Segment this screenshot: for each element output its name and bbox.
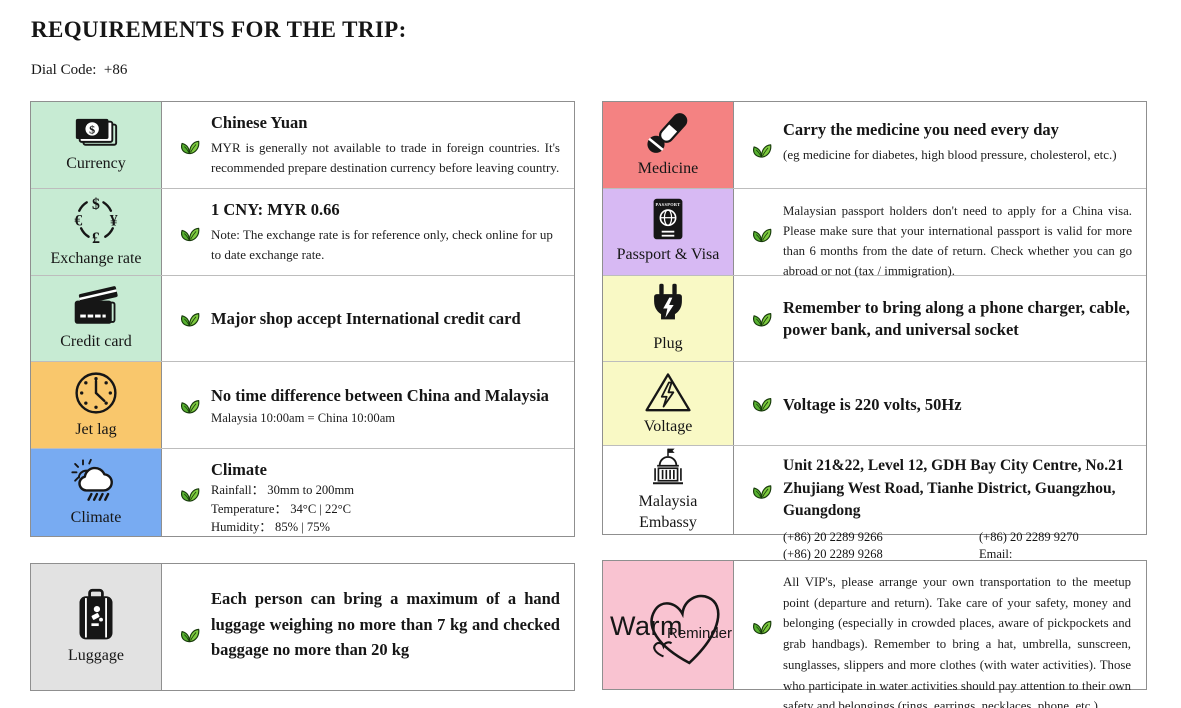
reminder-word: Reminder (667, 625, 733, 642)
card-climate: Climate Climate Rainfall： 30mm to 200mm … (31, 449, 574, 536)
credit-card-icon (74, 286, 118, 325)
warm-reminder-box: Warm Reminder All VIP's, please arrange … (602, 560, 1147, 708)
clock-icon (75, 372, 117, 414)
svg-text:€: € (74, 212, 82, 229)
card-passport-visa: PASSPORT Passport & Visa Malaysia (603, 188, 1146, 278)
card-title: Chinese Yuan (211, 113, 308, 132)
leaf-icon (181, 399, 200, 413)
card-title: Major shop accept International credit c… (211, 309, 521, 329)
jet-lag-icon-cell: Jet lag (31, 362, 162, 449)
climate-humidity: Humidity： 85% | 75% (211, 519, 331, 534)
card-label: Jet lag (75, 421, 117, 439)
card-body: MYR is generally not available to trade … (211, 140, 560, 175)
card-title: Remember to bring along a phone charger,… (783, 298, 1130, 340)
leaf-icon (181, 488, 200, 502)
voltage-icon-cell: Voltage (603, 362, 734, 446)
card-medicine: Medicine Carry the medicine you need eve… (603, 102, 1146, 189)
credit-card-icon-cell: Credit card (31, 275, 162, 362)
card-label: Climate (70, 508, 122, 526)
climate-rainfall: Rainfall： 30mm to 200mm (211, 483, 355, 498)
weather-cloud-icon (71, 458, 113, 501)
money-banknote-icon: $ (75, 118, 118, 146)
card-title: Voltage is 220 volts, 50Hz (783, 394, 962, 414)
leaf-icon (753, 620, 772, 635)
climate-temperature: Temperature： 34°C | 22°C (211, 501, 352, 516)
card-plug: Plug Remember to bring along a phone cha… (603, 275, 1146, 363)
leaf-icon (181, 227, 200, 241)
card-label: Plug (653, 334, 683, 352)
card-label: Credit card (60, 332, 132, 350)
card-body: (eg medicine for diabetes, high blood pr… (783, 147, 1117, 163)
dial-code: Dial Code: +86 (31, 62, 127, 79)
page-title: REQUIREMENTS FOR THE TRIP: (31, 17, 407, 42)
leaf-icon (753, 312, 772, 327)
medicine-icon-cell: Medicine (603, 102, 734, 188)
passport-icon-cell: PASSPORT Passport & Visa (603, 188, 734, 275)
suitcase-icon (79, 588, 113, 639)
svg-text:$: $ (92, 196, 100, 213)
embassy-phone-3: (+86) 20 2289 9270 (979, 529, 1079, 544)
card-title: Each person can bring a maximum of a han… (211, 589, 560, 660)
leaf-icon (753, 228, 772, 242)
heart-icon (650, 594, 720, 665)
card-body: Malaysian passport holders don't need to… (783, 203, 1132, 279)
svg-text:$: $ (89, 122, 95, 136)
card-body: Malaysia 10:00am = China 10:00am (211, 410, 396, 425)
card-label: Luggage (68, 646, 124, 664)
card-credit-card: Credit card Major shop accept Internatio… (31, 275, 574, 363)
warm-word: Warm (610, 611, 683, 641)
card-malaysia-embassy: Malaysia Embassy Unit 21&22, Level 12, G… (603, 446, 1146, 576)
luggage-box: Luggage Each person can bring a maximum … (30, 563, 575, 691)
card-voltage: Voltage Voltage is 220 volts, 50Hz (603, 362, 1146, 447)
currency-icon-cell: $ Currency (31, 102, 162, 188)
pills-icon (647, 112, 688, 153)
card-body: Note: The exchange rate is for reference… (211, 227, 553, 262)
high-voltage-icon (645, 372, 691, 412)
embassy-icon-cell: Malaysia Embassy (603, 446, 734, 535)
embassy-building-icon (653, 448, 683, 485)
dial-code-label: Dial Code: (31, 62, 97, 78)
dial-code-value: +86 (103, 62, 128, 78)
embassy-phone-1: (+86) 20 2289 9266 (783, 529, 883, 544)
leaf-icon (753, 144, 772, 158)
power-plug-icon (654, 283, 682, 320)
right-info-table: Medicine Carry the medicine you need eve… (602, 101, 1147, 576)
card-title: Carry the medicine you need every day (783, 120, 1059, 139)
card-exchange-rate: $ ¥ £ € Exchange rate (31, 188, 574, 276)
leaf-icon (181, 140, 200, 155)
card-label: Passport & Visa (616, 246, 720, 264)
exchange-rate-icon-cell: $ ¥ £ € Exchange rate (31, 188, 162, 275)
svg-text:£: £ (92, 230, 100, 246)
passport-icon: PASSPORT (653, 199, 683, 240)
plug-icon-cell: Plug (603, 275, 734, 362)
card-body: All VIP's, please arrange your own trans… (783, 575, 1131, 708)
card-label: Voltage (643, 418, 693, 436)
embassy-phone-2: (+86) 20 2289 9268 (783, 546, 883, 561)
leaf-icon (753, 398, 772, 412)
luggage-icon-cell: Luggage (31, 564, 162, 690)
card-currency: $ Currency Chinese Yuan MYR is generally… (31, 102, 574, 189)
card-luggage: Luggage Each person can bring a maximum … (31, 564, 574, 690)
card-title: Climate (211, 460, 267, 480)
leaf-icon (181, 628, 200, 643)
leaf-icon (753, 485, 772, 500)
card-label: Malaysia Embassy (638, 492, 698, 531)
leaf-icon (181, 312, 200, 327)
card-label: Currency (66, 155, 126, 173)
warm-reminder-label-cell: Warm Reminder (603, 561, 734, 689)
card-jet-lag: Jet lag No time difference between China… (31, 362, 574, 450)
card-warm-reminder: Warm Reminder All VIP's, please arrange … (603, 561, 1146, 708)
card-title: No time difference between China and Mal… (211, 385, 549, 405)
card-label: Medicine (637, 160, 699, 178)
currency-exchange-icon: $ ¥ £ € (74, 196, 118, 246)
svg-text:PASSPORT: PASSPORT (656, 202, 681, 207)
card-title: 1 CNY: MYR 0.66 (211, 199, 340, 219)
climate-details: Rainfall： 30mm to 200mm Temperature： 34°… (211, 481, 560, 536)
climate-icon-cell: Climate (31, 449, 162, 536)
embassy-address: Unit 21&22, Level 12, GDH Bay City Centr… (783, 457, 1124, 520)
card-label: Exchange rate (50, 249, 142, 267)
svg-text:¥: ¥ (110, 212, 118, 229)
left-info-table: $ Currency Chinese Yuan MYR is generally… (30, 101, 575, 537)
